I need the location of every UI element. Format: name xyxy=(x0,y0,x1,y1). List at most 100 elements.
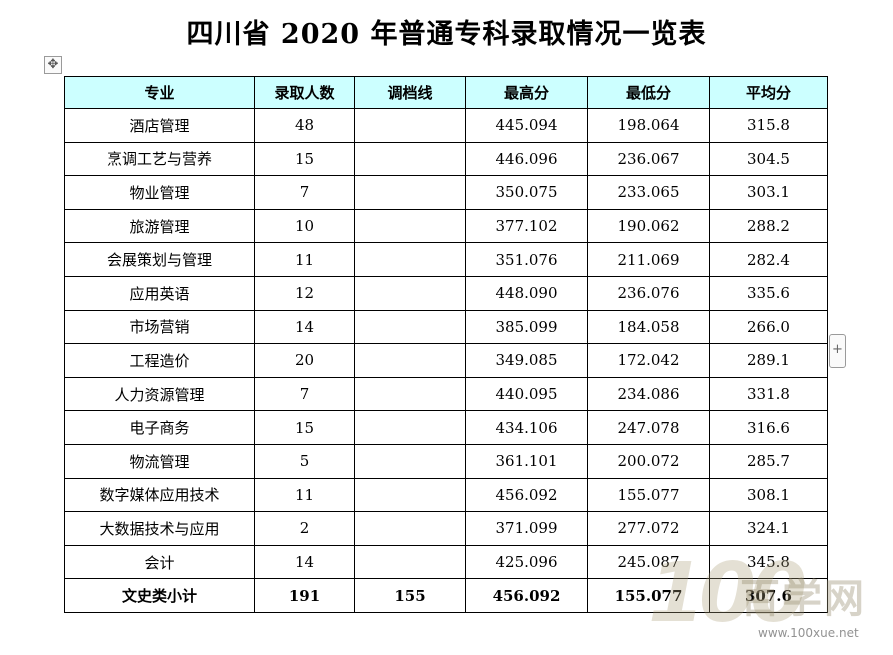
table-row: 应用英语 12 448.090 236.076 335.6 xyxy=(64,275,828,311)
cell-lowest-score: 211.069 xyxy=(587,242,710,277)
cell-major: 酒店管理 xyxy=(64,108,255,143)
cell-average-score: 345.8 xyxy=(709,544,828,580)
cell-major: 数字媒体应用技术 xyxy=(64,477,255,513)
header-highest-score: 最高分 xyxy=(465,76,588,109)
cell-admitted-count: 12 xyxy=(254,275,355,311)
cell-major: 电子商务 xyxy=(64,410,255,445)
cell-lowest-score: 200.072 xyxy=(587,443,710,479)
total-highest-score: 456.092 xyxy=(465,578,588,613)
cell-major: 物流管理 xyxy=(64,443,255,479)
cell-average-score: 303.1 xyxy=(709,175,828,210)
cell-admitted-count: 2 xyxy=(254,511,355,546)
cell-average-score: 282.4 xyxy=(709,242,828,277)
cell-cutoff-line xyxy=(354,175,466,210)
total-lowest-score: 155.077 xyxy=(587,578,710,613)
cell-average-score: 316.6 xyxy=(709,410,828,445)
table-row: 旅游管理 10 377.102 190.062 288.2 xyxy=(64,208,828,244)
cell-major: 市场营销 xyxy=(64,309,255,345)
cell-average-score: 304.5 xyxy=(709,141,828,177)
cell-highest-score: 456.092 xyxy=(465,477,588,513)
header-lowest-score: 最低分 xyxy=(587,76,710,109)
cell-cutoff-line xyxy=(354,309,466,345)
cell-admitted-count: 15 xyxy=(254,141,355,177)
cell-highest-score: 445.094 xyxy=(465,108,588,143)
cell-highest-score: 371.099 xyxy=(465,511,588,546)
cell-cutoff-line xyxy=(354,275,466,311)
cell-average-score: 266.0 xyxy=(709,309,828,345)
cell-major: 大数据技术与应用 xyxy=(64,511,255,546)
cell-admitted-count: 5 xyxy=(254,443,355,479)
cell-average-score: 285.7 xyxy=(709,443,828,479)
cell-admitted-count: 14 xyxy=(254,309,355,345)
cell-cutoff-line xyxy=(354,477,466,513)
cell-cutoff-line xyxy=(354,544,466,580)
cell-lowest-score: 233.065 xyxy=(587,175,710,210)
cell-highest-score: 349.085 xyxy=(465,343,588,378)
cell-admitted-count: 48 xyxy=(254,108,355,143)
cell-lowest-score: 198.064 xyxy=(587,108,710,143)
cell-lowest-score: 155.077 xyxy=(587,477,710,513)
table-move-handle[interactable]: ✥ xyxy=(44,56,62,74)
header-cutoff-line: 调档线 xyxy=(354,76,466,109)
table-row: 工程造价 20 349.085 172.042 289.1 xyxy=(64,343,828,378)
cell-admitted-count: 7 xyxy=(254,175,355,210)
table-row: 烹调工艺与营养 15 446.096 236.067 304.5 xyxy=(64,141,828,177)
move-icon: ✥ xyxy=(47,57,59,72)
cell-highest-score: 385.099 xyxy=(465,309,588,345)
cell-highest-score: 350.075 xyxy=(465,175,588,210)
cell-admitted-count: 10 xyxy=(254,208,355,244)
cell-lowest-score: 247.078 xyxy=(587,410,710,445)
cell-major: 工程造价 xyxy=(64,343,255,378)
cell-lowest-score: 234.086 xyxy=(587,376,710,412)
total-average-score: 307.6 xyxy=(709,578,828,613)
cell-admitted-count: 11 xyxy=(254,477,355,513)
table-row: 会展策划与管理 11 351.076 211.069 282.4 xyxy=(64,242,828,277)
cell-cutoff-line xyxy=(354,443,466,479)
cell-major: 会展策划与管理 xyxy=(64,242,255,277)
cell-highest-score: 351.076 xyxy=(465,242,588,277)
add-column-button[interactable]: + xyxy=(829,334,846,368)
cell-highest-score: 361.101 xyxy=(465,443,588,479)
cell-admitted-count: 11 xyxy=(254,242,355,277)
cell-cutoff-line xyxy=(354,343,466,378)
cell-admitted-count: 14 xyxy=(254,544,355,580)
table-row: 物流管理 5 361.101 200.072 285.7 xyxy=(64,443,828,479)
cell-cutoff-line xyxy=(354,141,466,177)
plus-icon: + xyxy=(832,342,843,357)
cell-highest-score: 440.095 xyxy=(465,376,588,412)
cell-cutoff-line xyxy=(354,242,466,277)
cell-lowest-score: 245.087 xyxy=(587,544,710,580)
cell-cutoff-line xyxy=(354,376,466,412)
cell-lowest-score: 236.076 xyxy=(587,275,710,311)
page-title: 四川省 2020 年普通专科录取情况一览表 xyxy=(186,19,707,50)
cell-major: 物业管理 xyxy=(64,175,255,210)
table-total-row: 文史类小计 191 155 456.092 155.077 307.6 xyxy=(64,578,828,613)
table-row: 人力资源管理 7 440.095 234.086 331.8 xyxy=(64,376,828,412)
cell-highest-score: 446.096 xyxy=(465,141,588,177)
header-average-score: 平均分 xyxy=(709,76,828,109)
cell-average-score: 308.1 xyxy=(709,477,828,513)
cell-major: 烹调工艺与营养 xyxy=(64,141,255,177)
cell-cutoff-line xyxy=(354,108,466,143)
table-row: 酒店管理 48 445.094 198.064 315.8 xyxy=(64,108,828,143)
table-row: 电子商务 15 434.106 247.078 316.6 xyxy=(64,410,828,445)
table-header-row: 专业 录取人数 调档线 最高分 最低分 平均分 xyxy=(64,76,828,109)
cell-cutoff-line xyxy=(354,410,466,445)
cell-cutoff-line xyxy=(354,208,466,244)
cell-average-score: 324.1 xyxy=(709,511,828,546)
cell-highest-score: 448.090 xyxy=(465,275,588,311)
cell-admitted-count: 20 xyxy=(254,343,355,378)
admission-table: 专业 录取人数 调档线 最高分 最低分 平均分 酒店管理 48 445.094 … xyxy=(64,76,828,613)
table-row: 大数据技术与应用 2 371.099 277.072 324.1 xyxy=(64,511,828,546)
cell-lowest-score: 190.062 xyxy=(587,208,710,244)
total-cutoff-line: 155 xyxy=(354,578,466,613)
cell-highest-score: 377.102 xyxy=(465,208,588,244)
cell-highest-score: 434.106 xyxy=(465,410,588,445)
table-row: 物业管理 7 350.075 233.065 303.1 xyxy=(64,175,828,210)
cell-major: 旅游管理 xyxy=(64,208,255,244)
watermark-url: www.100xue.net xyxy=(758,626,859,640)
cell-average-score: 331.8 xyxy=(709,376,828,412)
cell-average-score: 288.2 xyxy=(709,208,828,244)
table-row: 会计 14 425.096 245.087 345.8 xyxy=(64,544,828,580)
cell-cutoff-line xyxy=(354,511,466,546)
